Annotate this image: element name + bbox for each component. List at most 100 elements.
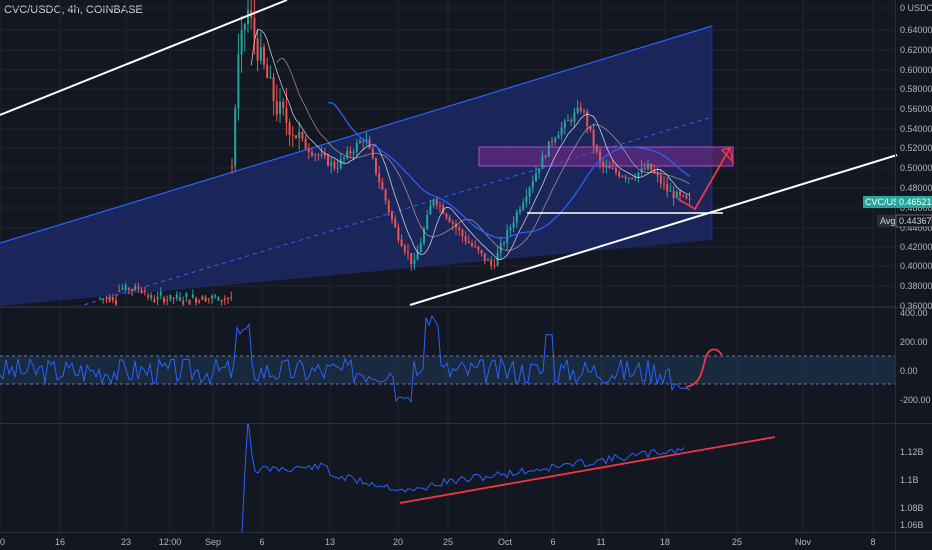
candle-body <box>159 291 162 296</box>
candle-body <box>134 285 137 290</box>
candle-body <box>551 141 553 143</box>
candle-body <box>156 296 159 300</box>
candle-body <box>266 64 269 79</box>
candle-body <box>544 155 547 157</box>
obv-tick-label: 1.06B <box>900 520 924 530</box>
candle-body <box>627 177 630 179</box>
candle-body <box>143 290 146 292</box>
avg-price-label: Avg <box>880 216 895 226</box>
candle-body <box>169 294 172 300</box>
candle-body <box>195 298 197 303</box>
candle-body <box>650 163 653 170</box>
candle-body <box>669 191 672 193</box>
oscillator-tick-label: -200.00 <box>900 395 931 405</box>
last-price-value: 0.465216 <box>899 197 932 207</box>
candle-body <box>519 209 521 213</box>
moving-average-line <box>328 102 690 239</box>
candle-body <box>220 299 223 302</box>
candle-body <box>567 120 569 122</box>
candle-body <box>563 120 566 128</box>
candle-body <box>416 252 419 260</box>
candle-body <box>191 294 194 298</box>
obv-pane <box>241 424 776 532</box>
moving-average-line <box>276 58 690 251</box>
candle-body <box>127 287 130 290</box>
candle-body <box>346 150 349 158</box>
candle-body <box>227 297 229 299</box>
candle-body <box>147 295 149 298</box>
time-tick-label: 25 <box>443 537 453 547</box>
last-price-symbol: CVC/USDC <box>865 197 913 207</box>
time-tick-label: Sep <box>205 537 221 547</box>
candle-body <box>211 295 213 299</box>
candle-body <box>621 176 624 178</box>
candle-body <box>247 9 249 25</box>
channel-top-line[interactable] <box>0 25 713 244</box>
candle-body <box>464 236 467 242</box>
time-tick-label: Nov <box>795 537 812 547</box>
candle-body <box>237 54 240 109</box>
time-tick-label: 12:00 <box>159 537 182 547</box>
candle-body <box>279 101 281 115</box>
candle-body <box>445 213 448 218</box>
candle-body <box>656 172 659 176</box>
candle-body <box>99 297 101 299</box>
candle-body <box>253 17 256 39</box>
avg-price-value: 0.443679 <box>899 216 932 226</box>
candle-body <box>435 199 438 206</box>
candle-body <box>269 77 272 79</box>
candle-body <box>461 230 464 237</box>
obv-tick-label: 1.12B <box>900 447 924 457</box>
candle-body <box>150 295 153 299</box>
candle-body <box>352 151 355 154</box>
obv-tick-label: 1.08B <box>900 503 924 513</box>
candle-body <box>137 287 140 289</box>
price-tick-label: 0 USDC <box>900 3 932 13</box>
candle-body <box>419 243 422 253</box>
obv-axis[interactable]: 1.12B 1.1B 1.08B 1.06B <box>900 447 924 530</box>
candle-body <box>640 167 643 173</box>
obv-trendline[interactable] <box>399 436 776 504</box>
candle-body <box>166 299 169 301</box>
candle-body <box>301 131 304 139</box>
candle-body <box>637 172 640 178</box>
candle-body <box>589 126 592 131</box>
candle-body <box>647 163 649 170</box>
candle-body <box>653 169 656 173</box>
candle-body <box>172 297 175 299</box>
candle-body <box>451 222 454 224</box>
candle-body <box>355 143 358 152</box>
candle-body <box>595 145 598 152</box>
price-tick-label: 0.360000 <box>900 301 932 311</box>
time-tick-label: 16 <box>55 537 65 547</box>
oscillator-axis[interactable]: 400.00 200.00 0.00 -200.00 <box>900 308 931 405</box>
oscillator-projection[interactable] <box>685 348 723 388</box>
candle-body <box>480 250 483 254</box>
projection-arrow[interactable] <box>677 147 731 211</box>
candle-body <box>263 47 265 65</box>
candle-body <box>573 112 576 122</box>
trendline-upper-left[interactable] <box>0 0 288 116</box>
candle-body <box>522 202 525 210</box>
candle-body <box>615 168 617 173</box>
time-tick-label: 6 <box>259 537 264 547</box>
candle-body <box>663 183 665 185</box>
chart-title: CVC/USDC, 4h, COINBASE <box>4 4 143 16</box>
time-tick-label: 6 <box>550 537 555 547</box>
candle-body <box>602 162 605 168</box>
candle-body <box>323 154 326 156</box>
candle-body <box>458 227 461 231</box>
candle-body <box>528 187 531 197</box>
candle-body <box>506 230 509 244</box>
time-axis[interactable]: 0 16 23 12:00 Sep 6 13 20 25 Oct 6 11 18 25 Nov 8 <box>0 537 876 547</box>
candle-body <box>659 175 662 184</box>
candle-body <box>391 211 393 220</box>
trendline-support[interactable] <box>409 154 898 306</box>
candle-body <box>362 141 365 143</box>
